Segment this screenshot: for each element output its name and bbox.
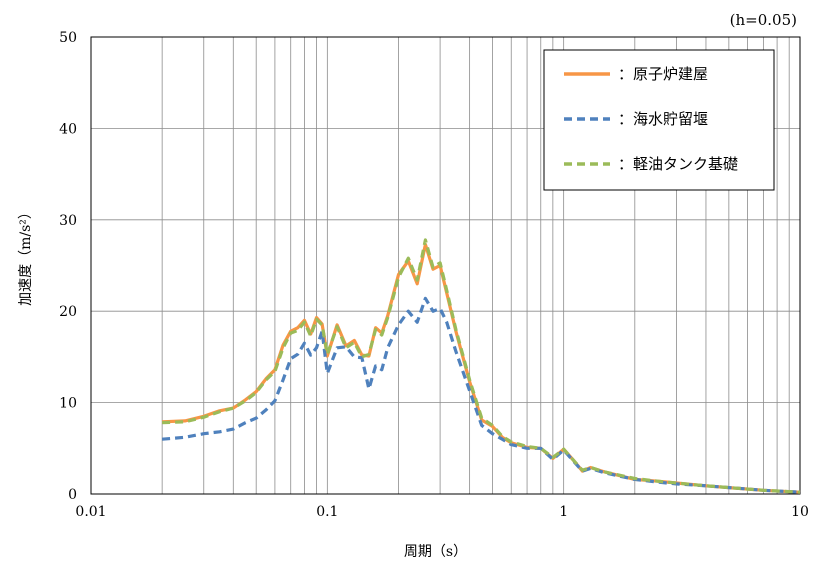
legend-label-1: ：原子炉建屋 <box>618 65 708 83</box>
y-tick-label: 0 <box>68 487 77 503</box>
y-tick-label: 30 <box>59 213 77 229</box>
x-axis-title: 周期（s） <box>404 544 467 560</box>
axis-ticks: 0.01 0.1 1 10 0 10 20 30 40 50 <box>59 30 809 520</box>
y-tick-label: 50 <box>59 30 77 46</box>
y-tick-label: 40 <box>59 121 77 137</box>
y-tick-label: 10 <box>59 396 77 412</box>
legend: ：原子炉建屋 ：海水貯留堰 ：軽油タンク基礎 <box>543 49 775 191</box>
x-tick-label: 0.01 <box>75 504 106 520</box>
x-tick-label: 1 <box>559 504 568 520</box>
x-tick-label: 10 <box>791 504 809 520</box>
y-axis-title: 加速度（m/s²） <box>18 205 34 306</box>
x-tick-label: 0.1 <box>316 504 338 520</box>
damping-annotation: (h=0.05) <box>730 11 797 29</box>
plot-area-frame <box>90 36 801 495</box>
series-line-2 <box>161 296 801 494</box>
y-tick-label: 20 <box>59 304 77 320</box>
series-lines <box>161 238 801 494</box>
grid <box>91 37 800 494</box>
series-line-3 <box>162 238 801 494</box>
legend-label-3: ：軽油タンク基礎 <box>618 155 738 173</box>
legend-label-2: ：海水貯留堰 <box>618 110 708 128</box>
series-line-1 <box>162 242 801 494</box>
